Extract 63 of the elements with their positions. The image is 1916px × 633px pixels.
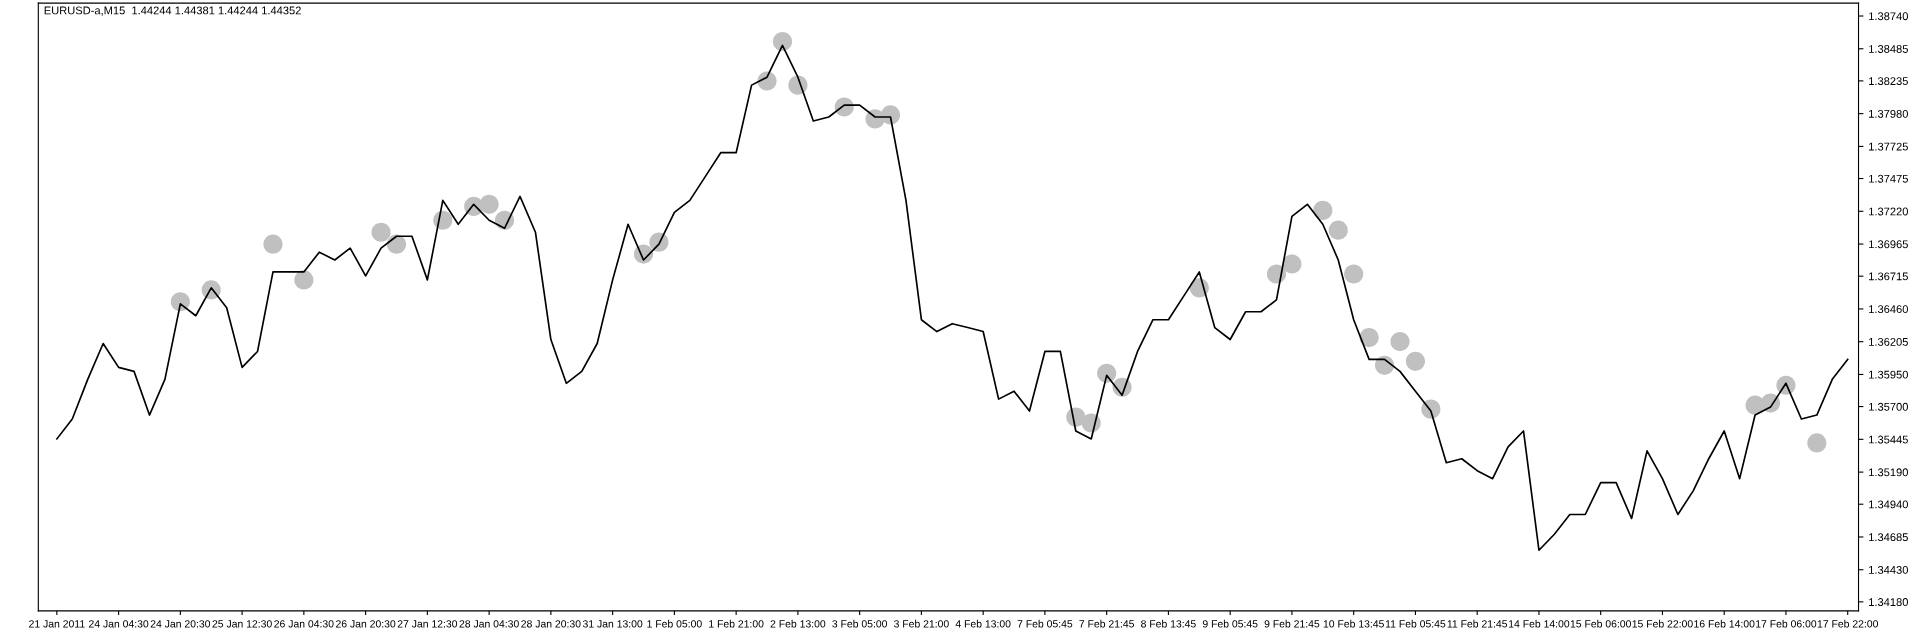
- x-tick-label: 25 Jan 12:30: [212, 620, 272, 628]
- x-tick-label: 4 Feb 13:00: [955, 619, 1011, 628]
- x-tick-label: 3 Feb 21:00: [894, 619, 949, 628]
- point: [371, 222, 391, 242]
- x-tick-label: 28 Jan 04:30: [459, 620, 519, 628]
- y-tick-label: 1.35445: [1869, 435, 1908, 444]
- point: [294, 270, 314, 290]
- point: [772, 31, 793, 52]
- point: [1282, 254, 1302, 274]
- chart-title: EURUSD-a,M15 1.44244 1.44381 1.44244 1.44352: [44, 6, 301, 16]
- y-tick-label: 1.34940: [1869, 500, 1908, 509]
- y-tick-label: 1.36205: [1869, 337, 1908, 346]
- y-tick-label: 1.36460: [1869, 305, 1908, 314]
- x-tick-label: 11 Feb 21:45: [1447, 619, 1508, 628]
- x-tick-label: 14 Feb 14:00: [1509, 619, 1570, 628]
- point: [263, 234, 283, 254]
- x-tick-label: 16 Feb 14:00: [1694, 619, 1755, 628]
- y-tick-label: 1.36965: [1869, 240, 1908, 249]
- y-tick-label: 1.38235: [1869, 77, 1908, 86]
- point: [1328, 220, 1348, 240]
- x-tick-label: 11 Feb 05:45: [1385, 619, 1446, 628]
- y-tick-label: 1.38485: [1869, 45, 1908, 53]
- x-tick-label: 15 Feb 06:00: [1570, 619, 1631, 628]
- x-tick-label: 9 Feb 21:45: [1264, 619, 1320, 628]
- y-tick-label: 1.35190: [1869, 468, 1908, 477]
- x-tick-label: 27 Jan 12:30: [397, 620, 458, 628]
- y-tick-label: 1.37725: [1869, 142, 1908, 151]
- y-tick-label: 1.37475: [1869, 174, 1908, 183]
- x-tick-label: 7 Feb 05:45: [1017, 619, 1073, 628]
- x-tick-label: 21 Jan 2011: [29, 620, 85, 628]
- x-tick-label: 15 Feb 22:00: [1632, 619, 1693, 628]
- y-tick-label: 1.37220: [1869, 207, 1908, 216]
- x-tick-label: 2 Feb 13:00: [770, 619, 826, 628]
- point: [1313, 200, 1333, 220]
- y-tick-label: 1.34180: [1869, 598, 1908, 606]
- x-tick-label: 8 Feb 13:45: [1141, 619, 1196, 628]
- y-tick-label: 1.34430: [1869, 566, 1908, 574]
- x-tick-label: 31 Jan 13:00: [582, 620, 643, 628]
- x-tick-label: 26 Jan 20:30: [336, 620, 396, 628]
- x-tick-label: 24 Jan 04:30: [89, 620, 149, 628]
- x-tick-label: 24 Jan 20:30: [150, 620, 211, 628]
- x-tick-label: 9 Feb 05:45: [1202, 619, 1258, 628]
- point: [1807, 433, 1827, 453]
- point: [479, 194, 499, 214]
- y-tick-label: 1.35950: [1869, 370, 1908, 379]
- x-tick-label: 17 Feb 06:00: [1756, 619, 1817, 628]
- x-tick-label: 1 Feb 05:00: [647, 619, 702, 628]
- point: [1344, 264, 1364, 284]
- x-tick-label: 7 Feb 21:45: [1079, 619, 1135, 628]
- y-tick-label: 1.35700: [1869, 402, 1908, 411]
- x-tick-label: 28 Jan 20:30: [521, 620, 581, 628]
- x-tick-label: 1 Feb 21:00: [709, 619, 764, 628]
- x-tick-label: 10 Feb 13:45: [1323, 619, 1384, 628]
- x-tick-label: 26 Jan 04:30: [274, 620, 334, 628]
- y-tick-label: 1.34685: [1869, 533, 1908, 542]
- point: [1390, 331, 1410, 352]
- x-tick-label: 17 Feb 22:00: [1817, 619, 1878, 628]
- point: [1405, 351, 1425, 371]
- point: [1359, 328, 1379, 348]
- y-tick-label: 1.38740: [1869, 12, 1908, 21]
- y-tick-label: 1.37980: [1869, 109, 1908, 118]
- y-tick-label: 1.36715: [1869, 272, 1908, 281]
- x-tick-label: 3 Feb 05:00: [832, 619, 888, 628]
